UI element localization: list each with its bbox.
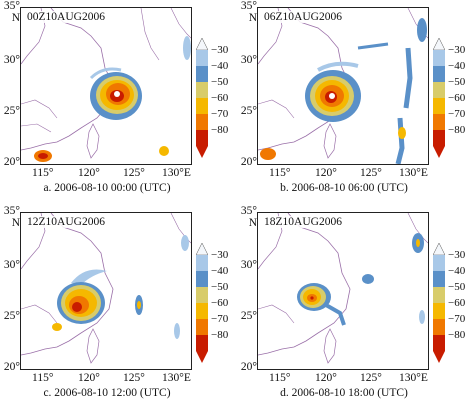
lon-label-115: 115°: [269, 167, 291, 179]
colorbar-label: −40: [448, 60, 466, 72]
lon-label-115: 115°: [32, 372, 54, 384]
lon-label-130e: 130°E: [399, 372, 428, 384]
lat-label-25: 25°: [240, 105, 257, 117]
lon-label-130e: 130°E: [399, 167, 428, 179]
lat-label-35: 35°: [240, 205, 257, 217]
lat-label-35: 35°: [240, 0, 257, 12]
colorbar-label: −80: [448, 329, 466, 341]
colorbar-label: −60: [448, 297, 466, 309]
map-canvas: [258, 213, 428, 364]
satellite-map: 18Z10AUG2006: [257, 212, 429, 370]
colorbar-label: −30: [448, 44, 466, 56]
map-canvas: [21, 213, 191, 364]
lat-label-30: 30°: [240, 54, 257, 66]
colorbar-label: −80: [448, 124, 466, 136]
colorbar-label: −70: [211, 313, 229, 325]
colorbar-label: −50: [448, 281, 466, 293]
satellite-map: 12Z10AUG2006: [20, 212, 192, 370]
lat-label-n: N: [248, 12, 257, 24]
lat-label-20: 20°: [3, 156, 20, 168]
lon-label-130e: 130°E: [162, 372, 191, 384]
timestamp-label: 12Z10AUG2006: [26, 216, 106, 228]
lat-label-25: 25°: [3, 310, 20, 322]
lon-label-125: 125°: [123, 167, 145, 179]
panel-caption: b. 2006-08-10 06:00 (UTC): [280, 182, 408, 194]
map-canvas: [258, 8, 428, 164]
lat-label-n: N: [11, 217, 20, 229]
colorbar-label: −70: [448, 313, 466, 325]
lon-label-115: 115°: [32, 167, 54, 179]
colorbar: [432, 37, 446, 158]
lat-label-n: N: [11, 12, 20, 24]
panel-caption: a. 2006-08-10 00:00 (UTC): [43, 182, 171, 194]
satellite-map: 00Z10AUG2006: [20, 7, 192, 165]
colorbar-label: −60: [211, 297, 229, 309]
colorbar-label: −70: [211, 108, 229, 120]
colorbar-label: −80: [211, 329, 229, 341]
colorbar: [195, 242, 209, 363]
lon-label-120: 120°: [315, 372, 337, 384]
lon-label-120: 120°: [78, 167, 100, 179]
colorbar-label: −50: [211, 281, 229, 293]
lon-label-120: 120°: [315, 167, 337, 179]
lon-label-115: 115°: [269, 372, 291, 384]
timestamp-label: 18Z10AUG2006: [263, 216, 343, 228]
lon-label-120: 120°: [78, 372, 100, 384]
lon-label-125: 125°: [360, 167, 382, 179]
lat-label-20: 20°: [240, 361, 257, 373]
lat-label-35: 35°: [3, 205, 20, 217]
panel-a: 35° N 30° 25° 20° 00Z10AUG20: [0, 0, 237, 205]
colorbar-label: −70: [448, 108, 466, 120]
panel-c: 35° N 30° 25° 20° 12Z10AUG2006 115° 120°…: [0, 205, 237, 410]
lon-label-130e: 130°E: [162, 167, 191, 179]
colorbar-label: −60: [448, 92, 466, 104]
panel-caption: c. 2006-08-10 12:00 (UTC): [43, 387, 171, 399]
colorbar-label: −60: [211, 92, 229, 104]
colorbar-label: −30: [211, 44, 229, 56]
lon-label-125: 125°: [123, 372, 145, 384]
colorbar-label: −50: [448, 76, 466, 88]
lat-label-25: 25°: [240, 310, 257, 322]
satellite-map: 06Z10AUG2006: [257, 7, 429, 165]
lon-label-125: 125°: [360, 372, 382, 384]
lat-label-25: 25°: [3, 105, 20, 117]
timestamp-label: 06Z10AUG2006: [263, 11, 343, 23]
lat-label-30: 30°: [240, 259, 257, 271]
lat-label-30: 30°: [3, 54, 20, 66]
colorbar-label: −30: [448, 249, 466, 261]
lat-label-20: 20°: [240, 156, 257, 168]
lat-label-30: 30°: [3, 259, 20, 271]
timestamp-label: 00Z10AUG2006: [26, 11, 106, 23]
colorbar-label: −40: [211, 265, 229, 277]
colorbar-label: −80: [211, 124, 229, 136]
colorbar-label: −30: [211, 249, 229, 261]
panel-b: 35° N 30° 25° 20° 06Z10AUG2006: [237, 0, 474, 205]
panel-caption: d. 2006-08-10 18:00 (UTC): [280, 387, 408, 399]
colorbar: [432, 242, 446, 363]
colorbar-label: −40: [448, 265, 466, 277]
lat-label-35: 35°: [3, 0, 20, 12]
lat-label-20: 20°: [3, 361, 20, 373]
panel-d: 35° N 30° 25° 20° 18Z10AUG2006 115° 120°…: [237, 205, 474, 410]
lat-label-n: N: [248, 217, 257, 229]
map-canvas: [21, 8, 191, 162]
colorbar: [195, 37, 209, 158]
colorbar-label: −50: [211, 76, 229, 88]
colorbar-label: −40: [211, 60, 229, 72]
